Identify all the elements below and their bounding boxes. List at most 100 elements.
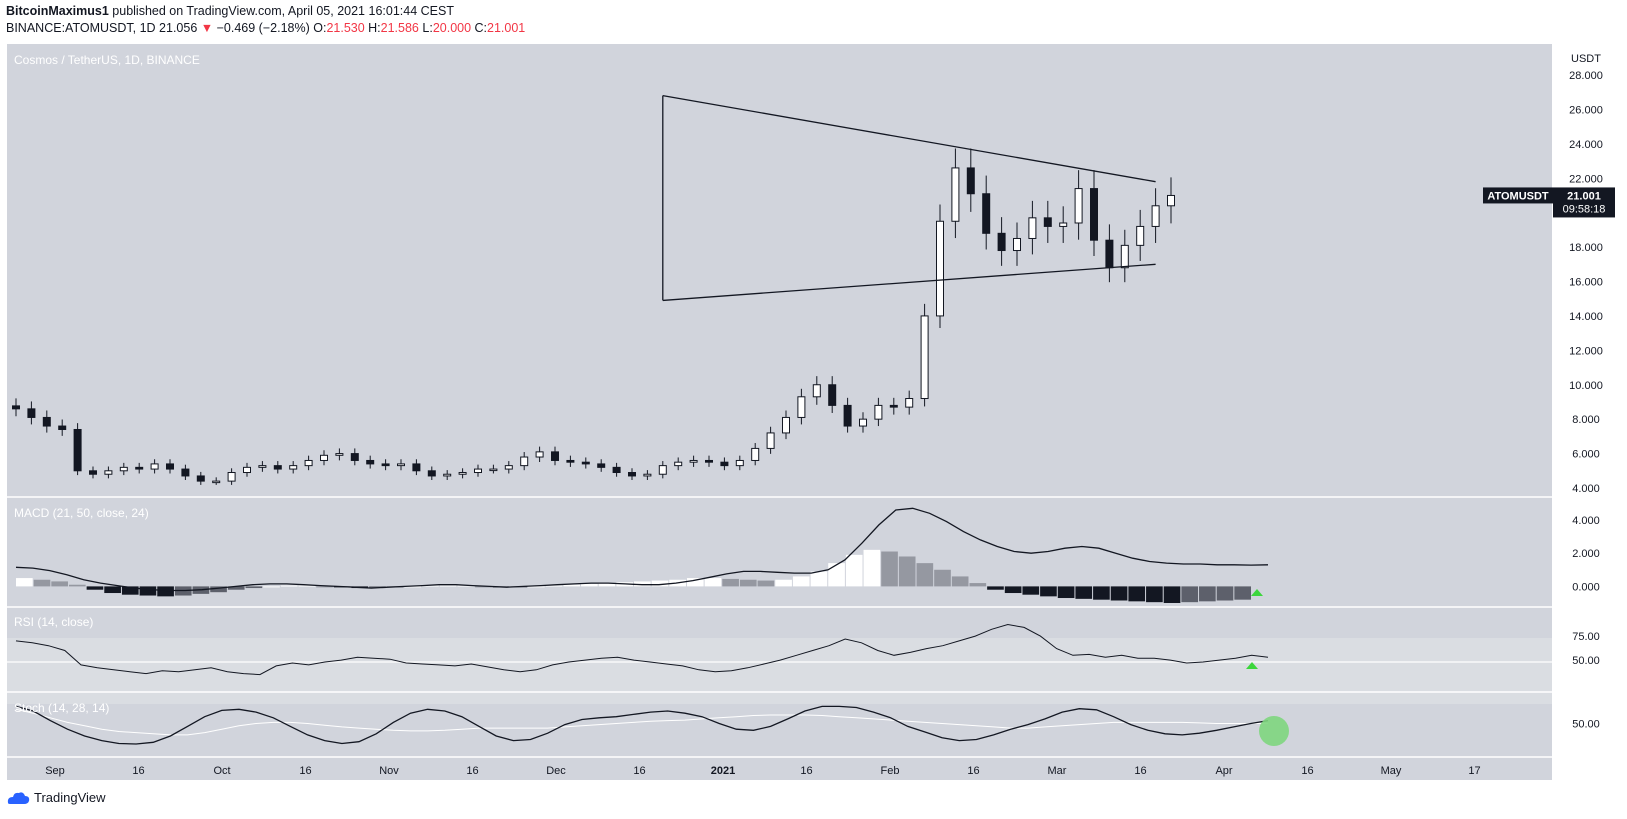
candle-body	[397, 463, 405, 467]
candle-body	[166, 463, 174, 470]
candle-body	[689, 459, 698, 463]
candle-body	[766, 432, 775, 449]
triangle-upper	[662, 95, 1156, 183]
candle-body	[658, 465, 667, 475]
price-tick-label: 18.000	[1569, 242, 1603, 254]
macd-histogram-bar	[987, 586, 1004, 590]
macd-histogram-bar	[1022, 586, 1040, 595]
macd-histogram-bar	[1128, 586, 1146, 602]
macd-histogram-bar	[1040, 586, 1057, 597]
macd-histogram-bar	[651, 580, 669, 587]
price-tick-label: 24.000	[1569, 139, 1603, 151]
time-tick-label: Dec	[546, 765, 566, 777]
candle-body	[889, 404, 898, 408]
time-tick-label: Oct	[213, 765, 230, 777]
candle-body	[73, 428, 82, 472]
candle-body	[504, 465, 513, 470]
macd-histogram-bar	[475, 586, 492, 588]
rsi-tick-label: 50.00	[1572, 655, 1600, 667]
last-price: 21.056	[159, 21, 198, 35]
price-tick-label: 26.000	[1569, 104, 1603, 116]
macd-tick-label: 0.000	[1572, 581, 1600, 593]
candle-body	[936, 220, 944, 317]
tradingview-footer[interactable]: TradingView	[6, 790, 106, 805]
price-pane[interactable]	[7, 44, 1552, 494]
candle-body	[966, 167, 975, 195]
candle-body	[674, 461, 683, 467]
candle-body	[27, 408, 36, 418]
stoch-tick-label: 50.00	[1572, 719, 1600, 731]
macd-histogram-bar	[704, 578, 722, 587]
candle-body	[1151, 205, 1160, 227]
candle-body	[320, 454, 328, 461]
macd-histogram-bar	[634, 581, 651, 587]
triangle-lower	[662, 263, 1156, 302]
price-tag-bg	[1553, 187, 1615, 218]
candle-body	[720, 461, 729, 467]
macd-title: MACD (21, 50, close, 24)	[14, 506, 149, 520]
candle-body	[1167, 194, 1175, 207]
macd-histogram-bar	[722, 578, 739, 587]
candle-body	[1013, 237, 1021, 252]
high-value: 21.586	[380, 21, 419, 35]
candle-body	[612, 466, 621, 474]
rsi-line	[15, 623, 1269, 676]
macd-histogram-bar	[86, 586, 104, 590]
macd-histogram-bar	[51, 581, 68, 587]
time-tick-label: 16	[633, 765, 645, 777]
macd-tick-label: 4.000	[1572, 515, 1600, 527]
price-tick-label: 14.000	[1569, 311, 1603, 323]
macd-histogram-bar	[934, 569, 951, 587]
macd-histogram-bar	[16, 578, 33, 587]
candle-body	[797, 396, 806, 418]
macd-histogram-bar	[1146, 586, 1163, 603]
price-tick-label: 16.000	[1569, 277, 1603, 289]
macd-histogram-bar	[1075, 586, 1093, 599]
time-tick-label: Apr	[1215, 765, 1232, 777]
candle-body	[1120, 244, 1129, 269]
macd-histogram-bar	[686, 578, 704, 587]
low-value: 20.000	[432, 21, 472, 35]
macd-histogram-bar	[1057, 586, 1075, 599]
candle-body	[812, 384, 821, 398]
time-tick-label: Mar	[1048, 765, 1067, 777]
tradingview-logo-icon	[7, 791, 30, 804]
macd-histogram-bar	[845, 554, 863, 587]
time-tick-label: 16	[1301, 765, 1313, 777]
macd-histogram-bar	[775, 579, 792, 587]
macd-histogram-bar	[139, 586, 157, 596]
candle-body	[997, 232, 1006, 252]
candle-body	[350, 453, 359, 461]
macd-histogram-bar	[457, 585, 475, 587]
candle-body	[905, 398, 914, 408]
macd-histogram-bar	[121, 586, 139, 595]
candle-body	[1090, 188, 1098, 241]
author-name[interactable]: BitcoinMaximus1	[6, 4, 109, 18]
price-tag: 21.001	[1567, 190, 1601, 202]
time-tick-label: 17	[1468, 765, 1480, 777]
macd-histogram-bar	[1181, 586, 1199, 603]
candle-body	[119, 466, 128, 472]
time-tick-label: 16	[132, 765, 144, 777]
candle-body	[135, 466, 144, 470]
macd-tick-label: 2.000	[1572, 548, 1600, 560]
rsi-band	[7, 638, 1552, 704]
macd-cross-marker-icon	[1251, 589, 1263, 596]
candle-body	[212, 480, 221, 484]
candle-body	[181, 468, 190, 477]
candle-body	[227, 472, 236, 482]
candle-body	[458, 472, 467, 475]
low-label: L:	[422, 21, 433, 35]
candle-body	[12, 405, 20, 410]
macd-histogram-bar	[598, 583, 616, 587]
close-label: C:	[474, 21, 488, 35]
candle-body	[859, 418, 867, 427]
macd-histogram-bar	[1093, 586, 1110, 600]
price-tick-label: 12.000	[1569, 345, 1603, 357]
candle-body	[1105, 239, 1114, 269]
currency-label: USDT	[1571, 53, 1601, 65]
close-value: 21.001	[487, 21, 526, 35]
time-tick-label: 2021	[711, 765, 735, 777]
macd-histogram-bar	[157, 586, 174, 597]
